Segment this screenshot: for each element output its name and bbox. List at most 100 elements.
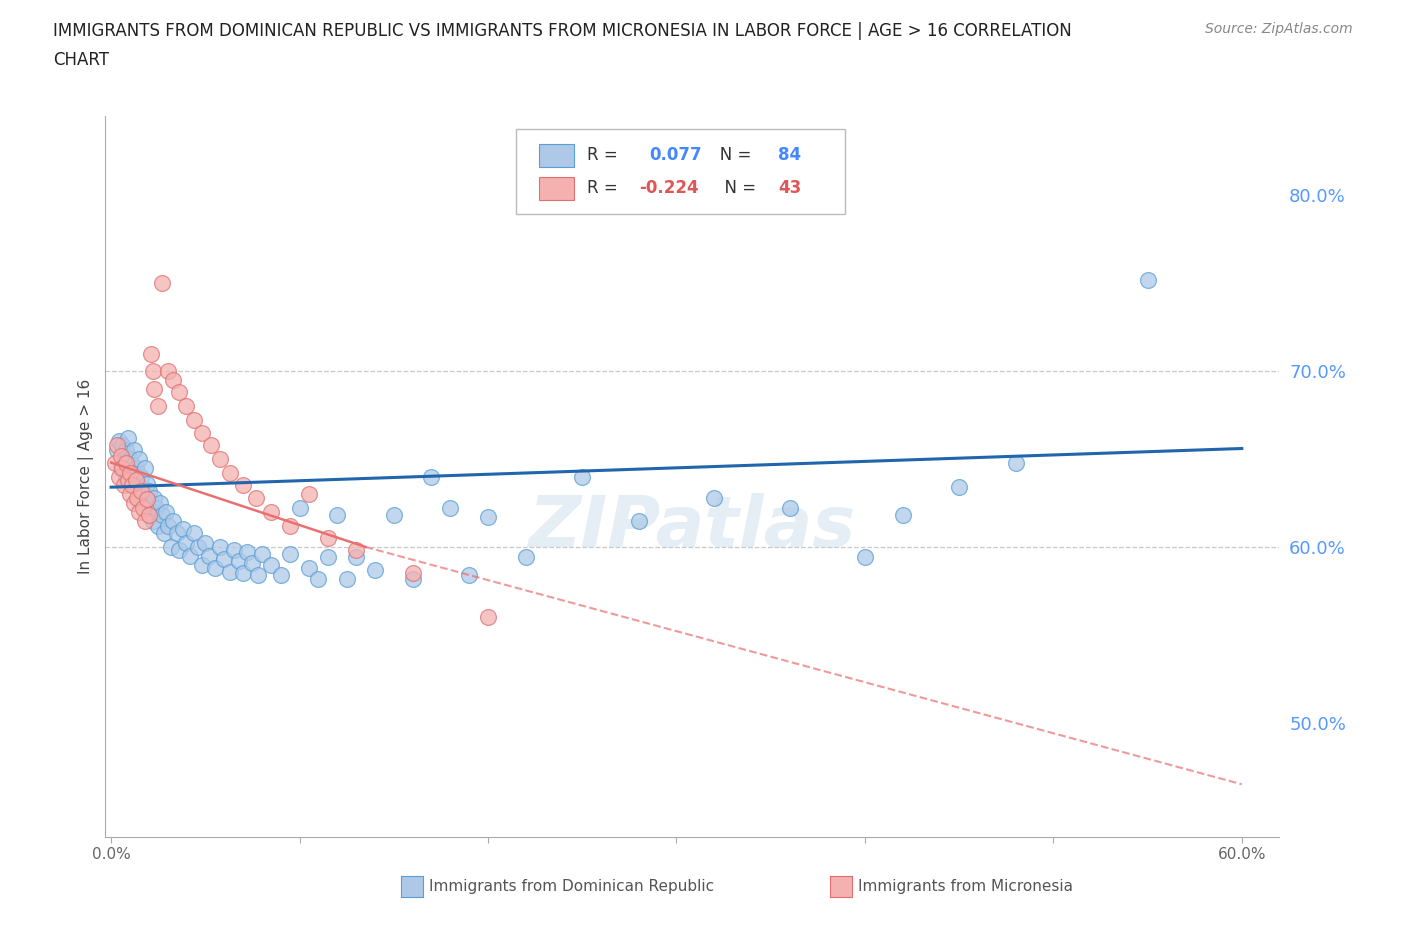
Point xyxy=(176,536,198,551)
Point xyxy=(145,501,167,516)
Point xyxy=(278,547,301,562)
Point xyxy=(132,484,155,498)
Point xyxy=(364,563,387,578)
Point xyxy=(139,346,162,361)
Point xyxy=(247,567,270,582)
Point xyxy=(149,496,172,511)
Point xyxy=(209,452,232,467)
Point xyxy=(162,373,184,388)
Point xyxy=(190,557,212,572)
Text: ZIPatlas: ZIPatlas xyxy=(529,493,856,562)
Point xyxy=(420,469,443,484)
Text: IMMIGRANTS FROM DOMINICAN REPUBLIC VS IMMIGRANTS FROM MICRONESIA IN LABOR FORCE : IMMIGRANTS FROM DOMINICAN REPUBLIC VS IM… xyxy=(53,22,1073,40)
Point xyxy=(260,504,283,519)
Point xyxy=(242,555,264,570)
Point xyxy=(138,484,160,498)
Point xyxy=(853,550,876,565)
Text: N =: N = xyxy=(704,146,756,165)
Point xyxy=(183,525,205,540)
Point xyxy=(135,492,157,507)
Point xyxy=(344,550,367,565)
Point xyxy=(124,472,146,487)
Point xyxy=(200,437,222,452)
Point xyxy=(401,565,423,580)
Point xyxy=(115,455,138,470)
Point xyxy=(228,553,250,568)
Point xyxy=(779,501,801,516)
Point xyxy=(1004,455,1026,470)
Point xyxy=(344,543,367,558)
Point xyxy=(218,565,240,579)
Point xyxy=(204,561,226,576)
Point xyxy=(121,466,143,481)
FancyBboxPatch shape xyxy=(538,144,574,167)
Point xyxy=(703,490,725,505)
Point xyxy=(245,490,267,505)
Point xyxy=(439,501,461,516)
Text: N =: N = xyxy=(714,179,761,197)
Point xyxy=(336,571,359,586)
Text: Immigrants from Micronesia: Immigrants from Micronesia xyxy=(858,879,1073,894)
Text: Source: ZipAtlas.com: Source: ZipAtlas.com xyxy=(1205,22,1353,36)
Point xyxy=(401,571,423,586)
Point xyxy=(134,513,156,528)
Point xyxy=(209,539,232,554)
Point xyxy=(156,364,179,379)
Point xyxy=(122,496,145,511)
Point xyxy=(1136,272,1159,287)
Point xyxy=(270,567,292,582)
Point xyxy=(134,460,156,475)
Point xyxy=(115,443,138,458)
Point xyxy=(143,381,166,396)
Point xyxy=(132,501,155,516)
Point xyxy=(107,469,129,484)
Point xyxy=(121,478,143,493)
Point xyxy=(118,466,141,481)
Point xyxy=(142,513,165,528)
Point xyxy=(129,484,152,498)
Point xyxy=(477,610,499,625)
Point xyxy=(232,478,254,493)
Point xyxy=(150,508,173,523)
Text: R =: R = xyxy=(586,179,623,197)
Text: CHART: CHART xyxy=(53,51,110,69)
Point xyxy=(183,413,205,428)
Point xyxy=(278,518,301,533)
Point xyxy=(115,469,138,484)
Point xyxy=(138,504,160,519)
Text: 43: 43 xyxy=(778,179,801,197)
Point xyxy=(288,501,311,516)
Point xyxy=(948,480,970,495)
Point xyxy=(127,472,149,487)
FancyBboxPatch shape xyxy=(538,177,574,200)
Point xyxy=(128,452,150,467)
Point xyxy=(107,434,129,449)
Point xyxy=(112,452,135,467)
Point xyxy=(162,513,184,528)
Point xyxy=(104,455,127,470)
Point xyxy=(118,472,141,487)
Point xyxy=(135,476,157,491)
Point xyxy=(156,518,179,533)
Point xyxy=(477,510,499,525)
Point xyxy=(458,567,481,582)
Text: 84: 84 xyxy=(778,146,801,165)
Point xyxy=(298,561,321,576)
Point xyxy=(124,460,146,475)
Point xyxy=(112,478,135,493)
Text: Immigrants from Dominican Republic: Immigrants from Dominican Republic xyxy=(429,879,714,894)
Point xyxy=(148,518,170,533)
Point xyxy=(891,508,914,523)
Text: 0.077: 0.077 xyxy=(650,146,702,165)
Point xyxy=(122,443,145,458)
Point xyxy=(382,508,405,523)
Point xyxy=(155,504,177,519)
Point xyxy=(236,545,259,560)
Point xyxy=(316,531,339,546)
Point xyxy=(160,539,183,554)
Point xyxy=(232,565,254,580)
Point xyxy=(316,550,339,565)
FancyBboxPatch shape xyxy=(516,128,845,214)
Point xyxy=(105,443,128,458)
Point xyxy=(172,522,194,537)
